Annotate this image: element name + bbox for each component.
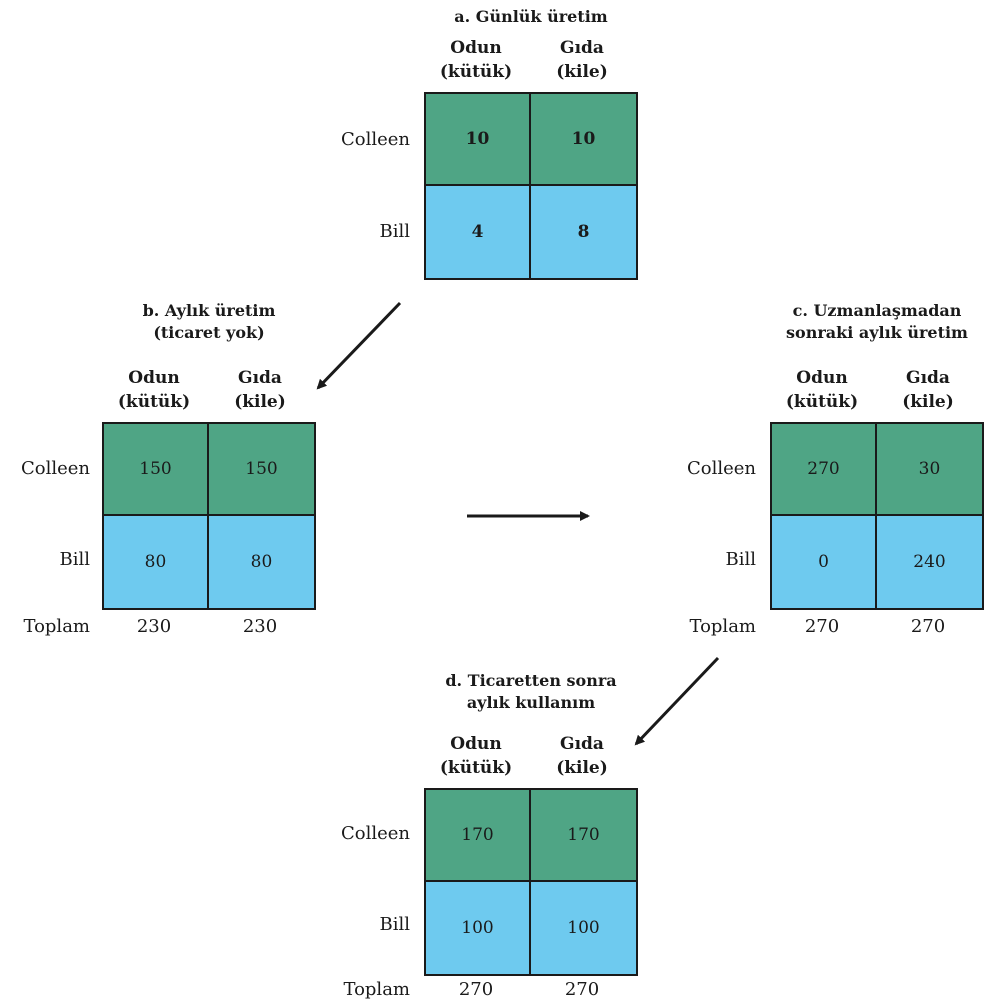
panel-c-title-line1: c. Uzmanlaşmadan (792, 301, 962, 320)
total-food: 270 (910, 616, 946, 637)
panel-d-col-food: Gıda (kile) (530, 732, 634, 780)
total-food: 230 (242, 616, 278, 637)
col-food-label: Gıda (560, 38, 604, 58)
panel-a-col-wood: Odun (kütük) (424, 36, 528, 84)
col-food-unit: (kile) (234, 392, 286, 412)
cell-colleen-wood: 10 (426, 94, 531, 186)
panel-b-title-line2: (ticaret yok) (153, 323, 265, 342)
panel-b-col-food: Gıda (kile) (208, 366, 312, 414)
col-wood-label: Odun (450, 38, 502, 58)
col-food-label: Gıda (906, 368, 950, 388)
total-wood: 230 (136, 616, 172, 637)
panel-a-col-food: Gıda (kile) (530, 36, 634, 84)
cell-bill-wood: 100 (426, 882, 531, 974)
total-food: 270 (564, 979, 600, 1000)
panel-b-title: b. Aylık üretim (ticaret yok) (102, 300, 316, 344)
cell-bill-food: 8 (531, 186, 636, 278)
col-food-unit: (kile) (902, 392, 954, 412)
row-label-colleen: Colleen (340, 823, 410, 844)
cell-colleen-food: 30 (877, 424, 982, 516)
panel-d-grid: 170 170 100 100 (424, 788, 638, 976)
row-label-colleen: Colleen (340, 129, 410, 150)
cell-bill-food: 100 (531, 882, 636, 974)
col-food-unit: (kile) (556, 758, 608, 778)
panel-b-col-wood: Odun (kütük) (102, 366, 206, 414)
cell-colleen-wood: 270 (772, 424, 877, 516)
row-label-bill: Bill (59, 549, 91, 570)
col-food-unit: (kile) (556, 62, 608, 82)
panel-d-col-wood: Odun (kütük) (424, 732, 528, 780)
panel-a-title: a. Günlük üretim (454, 7, 608, 26)
arrow-a-to-b (316, 301, 402, 390)
row-label-bill: Bill (725, 549, 757, 570)
panel-d-title: d. Ticaretten sonra aylık kullanım (424, 670, 638, 714)
cell-bill-food: 80 (209, 516, 314, 608)
panel-c-title: c. Uzmanlaşmadan sonraki aylık üretim (770, 300, 984, 344)
total-wood: 270 (804, 616, 840, 637)
panel-c-grid: 270 30 0 240 (770, 422, 984, 610)
cell-colleen-wood: 170 (426, 790, 531, 882)
total-label: Toplam (689, 616, 756, 637)
cell-colleen-wood: 150 (104, 424, 209, 516)
cell-bill-wood: 0 (772, 516, 877, 608)
total-label: Toplam (23, 616, 90, 637)
col-wood-label: Odun (796, 368, 848, 388)
cell-bill-wood: 4 (426, 186, 531, 278)
row-label-colleen: Colleen (686, 458, 756, 479)
arrow-c-to-d (634, 656, 720, 746)
col-wood-unit: (kütük) (117, 392, 191, 412)
panel-c-title-line2: sonraki aylık üretim (786, 323, 968, 342)
col-food-label: Gıda (238, 368, 282, 388)
panel-a-grid: 10 10 4 8 (424, 92, 638, 280)
total-wood: 270 (458, 979, 494, 1000)
col-wood-label: Odun (450, 734, 502, 754)
col-wood-label: Odun (128, 368, 180, 388)
panel-b-grid: 150 150 80 80 (102, 422, 316, 610)
panel-c-col-food: Gıda (kile) (876, 366, 980, 414)
cell-bill-food: 240 (877, 516, 982, 608)
panel-d-title-line2: aylık kullanım (466, 693, 596, 712)
col-wood-unit: (kütük) (439, 62, 513, 82)
col-wood-unit: (kütük) (785, 392, 859, 412)
panel-b-title-line1: b. Aylık üretim (142, 301, 276, 320)
col-food-label: Gıda (560, 734, 604, 754)
panel-c-col-wood: Odun (kütük) (770, 366, 874, 414)
col-wood-unit: (kütük) (439, 758, 513, 778)
cell-bill-wood: 80 (104, 516, 209, 608)
row-label-bill: Bill (379, 221, 411, 242)
row-label-colleen: Colleen (20, 458, 90, 479)
cell-colleen-food: 10 (531, 94, 636, 186)
panel-d-title-line1: d. Ticaretten sonra (445, 671, 617, 690)
total-label: Toplam (343, 979, 410, 1000)
cell-colleen-food: 170 (531, 790, 636, 882)
row-label-bill: Bill (379, 914, 411, 935)
cell-colleen-food: 150 (209, 424, 314, 516)
